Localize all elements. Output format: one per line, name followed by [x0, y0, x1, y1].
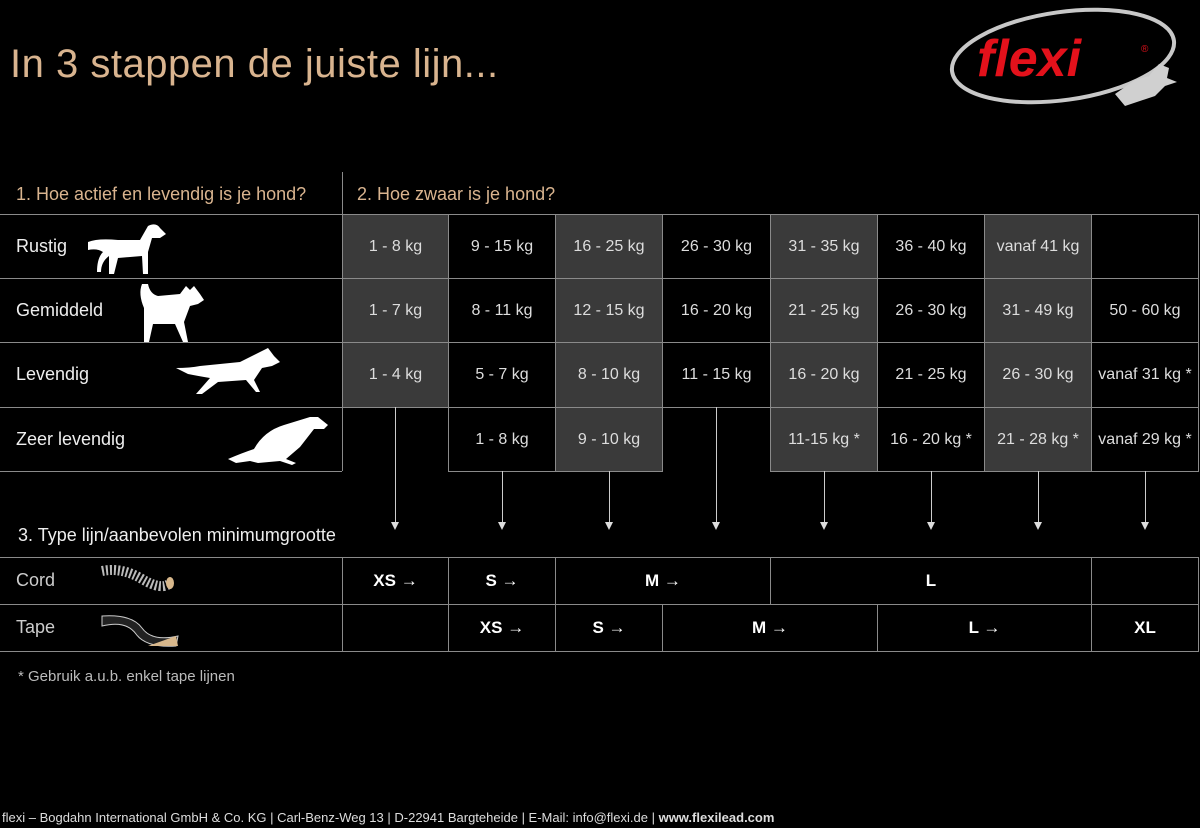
divider: [0, 471, 342, 472]
weight-cell: 21 - 25 kg: [877, 342, 985, 408]
weight-cell: 5 - 7 kg: [448, 342, 556, 408]
flexi-logo: flexi ®: [945, 4, 1195, 124]
weight-cell: 16 - 25 kg: [555, 214, 663, 279]
walking-dog-icon: [130, 284, 210, 349]
weight-cell: 31 - 49 kg: [984, 278, 1092, 343]
activity-label: Levendig: [16, 364, 90, 384]
footnote: * Gebruik a.u.b. enkel tape lijnen: [18, 668, 235, 685]
page-title: In 3 stappen de juiste lijn...: [10, 42, 499, 86]
size-cell: XS →: [342, 557, 449, 605]
weight-cell: vanaf 31 kg *: [1091, 342, 1199, 408]
weight-cell: 26 - 30 kg: [984, 342, 1092, 408]
size-cell: L →: [877, 604, 1092, 652]
weight-cell: [1091, 214, 1199, 279]
divider: [0, 604, 342, 605]
down-arrow-icon: [605, 471, 613, 530]
down-arrow-icon: [927, 471, 935, 530]
weight-cell: 11-15 kg *: [770, 407, 878, 472]
activity-label: Zeer levendig: [16, 429, 126, 449]
activity-label: Rustig: [16, 236, 68, 256]
weight-cell: 1 - 8 kg: [448, 407, 556, 472]
weight-cell: 8 - 10 kg: [555, 342, 663, 408]
activity-label: Gemiddeld: [16, 300, 104, 320]
divider: [342, 214, 343, 471]
down-arrow-icon: [498, 471, 506, 530]
sprinting-dog-icon: [228, 413, 328, 470]
down-arrow-icon: [1141, 471, 1149, 530]
tape-icon: [100, 612, 180, 653]
size-cell: L: [770, 557, 1092, 605]
size-cell: [342, 604, 449, 652]
weight-cell: 26 - 30 kg: [662, 214, 771, 279]
weight-cell: 21 - 28 kg *: [984, 407, 1092, 472]
weight-cell: vanaf 29 kg *: [1091, 407, 1199, 472]
down-arrow-icon: [712, 407, 720, 530]
weight-cell: 26 - 30 kg: [877, 278, 985, 343]
divider: [0, 651, 342, 652]
divider: [0, 278, 342, 279]
weight-cell: 12 - 15 kg: [555, 278, 663, 343]
website-link[interactable]: www.flexilead.com: [658, 810, 775, 825]
weight-cell: 16 - 20 kg *: [877, 407, 985, 472]
step2-heading: 2. Hoe zwaar is je hond?: [357, 184, 556, 204]
weight-cell: 9 - 15 kg: [448, 214, 556, 279]
weight-cell: 8 - 11 kg: [448, 278, 556, 343]
weight-cell: 11 - 15 kg: [662, 342, 771, 408]
weight-cell: 50 - 60 kg: [1091, 278, 1199, 343]
size-cell: M →: [662, 604, 878, 652]
footer-text: flexi – Bogdahn International GmbH & Co.…: [2, 810, 659, 825]
svg-text:flexi: flexi: [977, 30, 1083, 88]
step3-heading: 3. Type lijn/aanbevolen minimumgrootte: [18, 525, 336, 545]
weight-cell: 1 - 4 kg: [342, 342, 449, 408]
leash-type-label: Tape: [16, 617, 56, 637]
weight-cell: 16 - 20 kg: [770, 342, 878, 408]
weight-cell: 1 - 7 kg: [342, 278, 449, 343]
size-cell: [1091, 557, 1199, 605]
weight-cell: vanaf 41 kg: [984, 214, 1092, 279]
running-dog-icon: [176, 348, 286, 405]
size-cell: XL: [1091, 604, 1199, 652]
divider: [0, 342, 342, 343]
weight-cell: 9 - 10 kg: [555, 407, 663, 472]
leash-type-label: Cord: [16, 570, 56, 590]
weight-cell: 31 - 35 kg: [770, 214, 878, 279]
size-cell: S →: [448, 557, 556, 605]
divider: [342, 172, 343, 214]
svg-text:®: ®: [1141, 44, 1149, 55]
down-arrow-icon: [1034, 471, 1042, 530]
weight-cell: 21 - 25 kg: [770, 278, 878, 343]
step1-heading: 1. Hoe actief en levendig is je hond?: [16, 184, 307, 204]
weight-cell: 1 - 8 kg: [342, 214, 449, 279]
size-cell: XS →: [448, 604, 556, 652]
divider: [0, 407, 342, 408]
down-arrow-icon: [391, 407, 399, 530]
weight-cell: 36 - 40 kg: [877, 214, 985, 279]
size-cell: M →: [555, 557, 771, 605]
footer: flexi – Bogdahn International GmbH & Co.…: [2, 810, 774, 825]
weight-cell: 16 - 20 kg: [662, 278, 771, 343]
size-cell: S →: [555, 604, 663, 652]
down-arrow-icon: [820, 471, 828, 530]
cord-icon: [100, 565, 175, 600]
standing-dog-icon: [80, 220, 170, 281]
